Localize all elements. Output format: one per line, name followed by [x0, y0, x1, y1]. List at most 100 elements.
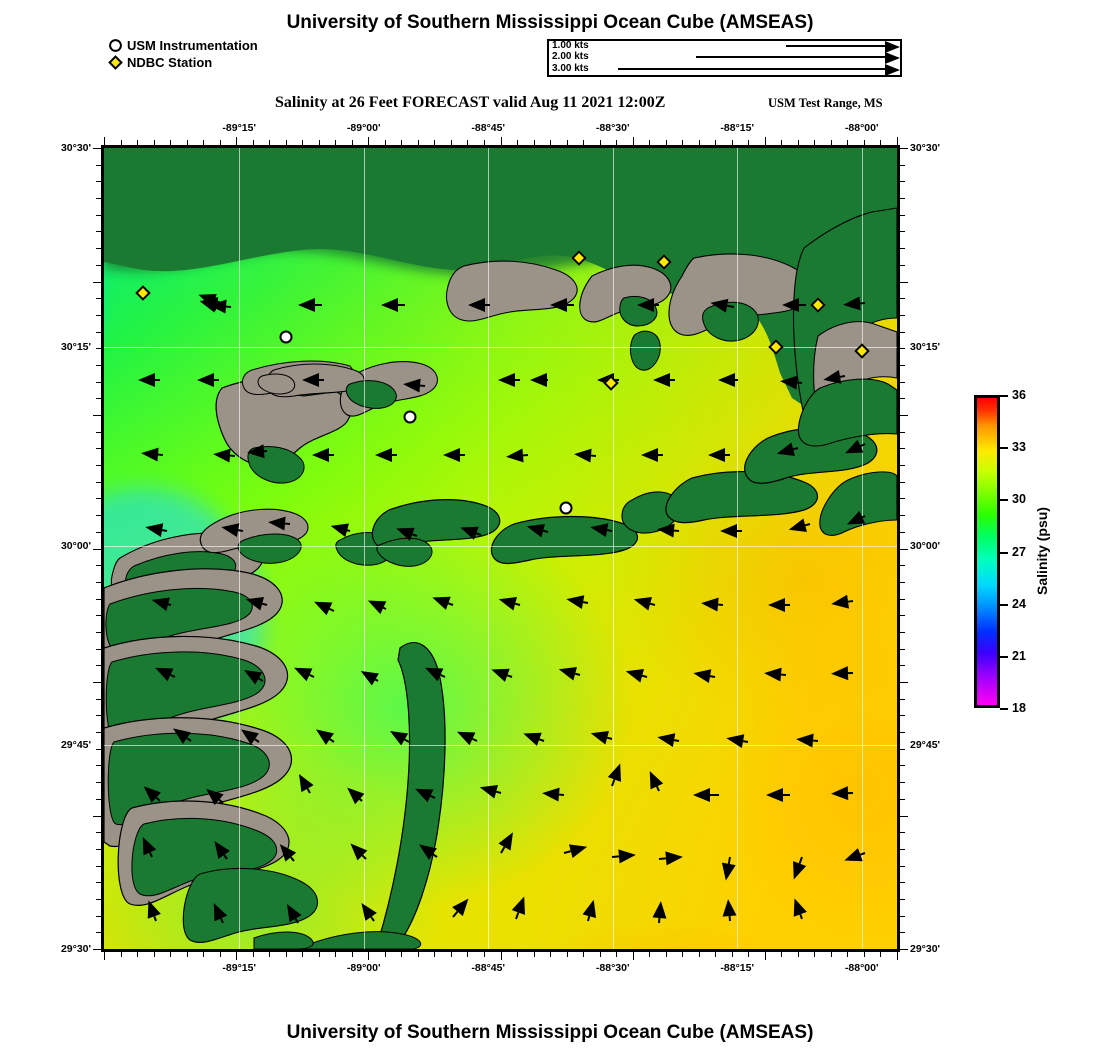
axis-tick-x — [731, 140, 733, 145]
axis-label-latitude-right: 30°15' — [910, 341, 941, 354]
axis-tick-y — [900, 615, 905, 617]
axis-label-latitude-right: 30°00' — [910, 540, 941, 553]
axis-tick-y — [96, 381, 101, 383]
axis-tick-x — [583, 952, 585, 957]
landmass-group — [104, 148, 897, 949]
axis-tick-y — [900, 231, 905, 233]
gridline-vertical — [239, 148, 241, 949]
axis-tick-x — [318, 952, 320, 957]
axis-tick-x — [830, 140, 832, 145]
axis-label-longitude-bottom: -88°30' — [595, 962, 630, 974]
axis-tick-x — [781, 952, 783, 957]
axis-tick-x — [649, 140, 651, 145]
axis-tick-y — [96, 615, 101, 617]
axis-tick-y — [96, 748, 101, 750]
axis-tick-y — [900, 364, 905, 366]
axis-tick-y — [900, 631, 905, 633]
axis-tick-y — [96, 481, 101, 483]
axis-tick-x — [302, 140, 304, 145]
map-plot-area[interactable] — [101, 145, 900, 952]
axis-tick-y — [900, 181, 905, 183]
axis-tick-x — [880, 952, 882, 957]
axis-tick-x — [715, 952, 717, 957]
velocity-scale-label: 2.00 kts — [552, 51, 589, 63]
velocity-scale-row: 2.00 kts — [549, 51, 900, 65]
axis-tick-x — [467, 140, 469, 145]
axis-tick-x — [302, 952, 304, 957]
axis-tick-x — [698, 140, 700, 145]
axis-tick-y — [900, 281, 908, 283]
usm-instrumentation-marker[interactable] — [403, 410, 417, 424]
axis-tick-x — [285, 952, 287, 957]
subtitle: Salinity at 26 Feet FORECAST valid Aug 1… — [275, 94, 666, 111]
axis-tick-x — [450, 952, 452, 957]
axis-tick-x — [583, 140, 585, 145]
axis-tick-x — [483, 140, 485, 145]
axis-tick-x — [104, 952, 105, 960]
usm-instrumentation-marker[interactable] — [279, 330, 293, 344]
axis-tick-y — [96, 865, 101, 867]
axis-tick-x — [550, 952, 552, 957]
axis-tick-y — [900, 264, 905, 266]
axis-tick-x — [351, 952, 353, 957]
colorbar-tick — [1000, 603, 1008, 606]
axis-tick-x — [781, 140, 783, 145]
axis-tick-y — [900, 164, 905, 166]
velocity-arrow-head — [885, 52, 900, 65]
axis-tick-y — [96, 932, 101, 934]
circle-marker-icon — [109, 39, 122, 52]
axis-tick-x — [186, 140, 188, 145]
axis-tick-x — [814, 952, 816, 957]
axis-tick-x — [417, 140, 419, 145]
axis-tick-y — [93, 682, 101, 683]
axis-tick-y — [900, 398, 905, 400]
axis-tick-y — [96, 565, 101, 567]
axis-tick-y — [900, 698, 905, 700]
axis-tick-y — [900, 348, 905, 350]
usm-instrumentation-marker[interactable] — [559, 501, 573, 515]
axis-tick-y — [96, 832, 101, 834]
axis-tick-y — [96, 331, 101, 333]
axis-tick-x — [616, 140, 618, 145]
axis-tick-y — [900, 331, 905, 333]
axis-tick-y — [900, 648, 905, 650]
axis-tick-x — [599, 952, 601, 957]
axis-tick-x — [417, 952, 419, 957]
axis-tick-x — [401, 952, 403, 957]
axis-tick-y — [96, 198, 101, 200]
axis-tick-x — [467, 952, 469, 957]
axis-tick-y — [900, 314, 905, 316]
colorbar-tick — [1000, 551, 1008, 554]
axis-tick-x — [748, 952, 750, 957]
diamond-marker-icon — [108, 55, 123, 70]
axis-tick-y — [96, 515, 101, 517]
colorbar-tick-label: 30 — [1012, 492, 1026, 507]
axis-tick-x — [797, 952, 799, 957]
axis-tick-y — [96, 398, 101, 400]
axis-tick-x — [616, 952, 618, 957]
axis-tick-x — [335, 952, 337, 957]
axis-tick-x — [401, 140, 403, 145]
velocity-arrow-shaft — [786, 45, 886, 47]
axis-label-latitude-right: 29°45' — [910, 739, 941, 752]
axis-tick-x — [847, 952, 849, 957]
axis-tick-y — [900, 148, 908, 149]
range-label: USM Test Range, MS — [768, 96, 883, 110]
axis-tick-y — [96, 715, 101, 717]
axis-tick-y — [900, 548, 908, 550]
axis-label-longitude-top: -89°00' — [346, 122, 381, 134]
colorbar-gradient — [974, 395, 1000, 708]
velocity-arrow-shaft — [618, 67, 886, 70]
axis-tick-y — [96, 698, 101, 700]
axis-tick-y — [96, 248, 101, 250]
gridline-vertical — [488, 148, 490, 949]
axis-tick-y — [93, 548, 101, 550]
axis-tick-y — [93, 815, 101, 817]
axis-tick-y — [93, 415, 101, 416]
velocity-scale-row: 1.00 kts — [549, 40, 900, 53]
axis-tick-x — [764, 952, 766, 960]
axis-tick-y — [900, 682, 908, 683]
colorbar-tick — [1000, 499, 1008, 502]
colorbar-tick-label: 27 — [1012, 544, 1026, 559]
velocity-arrow-head — [885, 41, 900, 53]
